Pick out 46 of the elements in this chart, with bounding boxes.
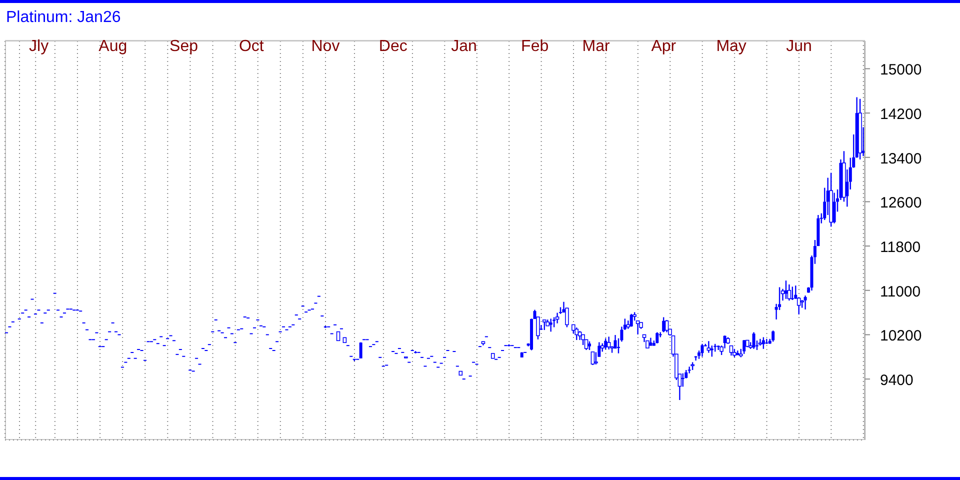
- candlestick: [706, 340, 711, 354]
- y-tick-label: 11000: [880, 283, 921, 300]
- y-tick-label: 12600: [880, 194, 922, 212]
- candlestick: [656, 332, 659, 344]
- x-tick-label: Oct: [238, 38, 264, 55]
- x-tick-label: Nov: [311, 38, 340, 55]
- candlestick: [662, 316, 666, 333]
- candlestick: [574, 326, 579, 341]
- x-tick-label: Dec: [378, 38, 408, 55]
- x-tick-label: Jun: [786, 38, 812, 55]
- candlestick: [552, 316, 556, 328]
- x-tick-label: Mar: [582, 38, 610, 55]
- y-tick-label: 10200: [880, 328, 922, 345]
- candlestick: [832, 192, 836, 224]
- candlestick: [555, 312, 560, 324]
- candlestick: [359, 342, 362, 359]
- y-tick-label: 11800: [880, 239, 921, 256]
- y-tick-label: 15000: [880, 62, 922, 79]
- candlestick: [606, 336, 611, 350]
- candlestick: [664, 319, 669, 333]
- candlestick: [790, 286, 794, 301]
- x-tick-label: Jan: [451, 38, 477, 55]
- candlestick: [710, 344, 714, 358]
- x-tick-label: Sep: [170, 38, 198, 55]
- candlestick: [752, 332, 756, 350]
- candlestick: [742, 339, 746, 354]
- x-tick-label: Jly: [29, 38, 49, 55]
- candlestick: [784, 280, 788, 300]
- candlestick: [604, 338, 608, 350]
- y-tick-label: 14200: [880, 106, 922, 124]
- candlestick: [804, 294, 807, 310]
- candlestick: [542, 319, 546, 331]
- candlestick: [681, 372, 684, 388]
- candlestick: [700, 343, 704, 358]
- candlestick: [590, 351, 595, 366]
- chart-title: Platinum: Jan26: [6, 9, 121, 27]
- x-tick-label: May: [716, 38, 746, 55]
- x-tick-label: Feb: [521, 38, 549, 55]
- y-tick-label: 13400: [880, 150, 922, 168]
- y-tick-label: 9400: [880, 372, 914, 390]
- candlestick: [772, 330, 775, 342]
- x-tick-label: Aug: [98, 38, 128, 55]
- candlestick: [729, 344, 734, 356]
- candlestick: [787, 284, 792, 302]
- candlestick: [630, 313, 633, 328]
- x-tick-label: Apr: [651, 38, 677, 55]
